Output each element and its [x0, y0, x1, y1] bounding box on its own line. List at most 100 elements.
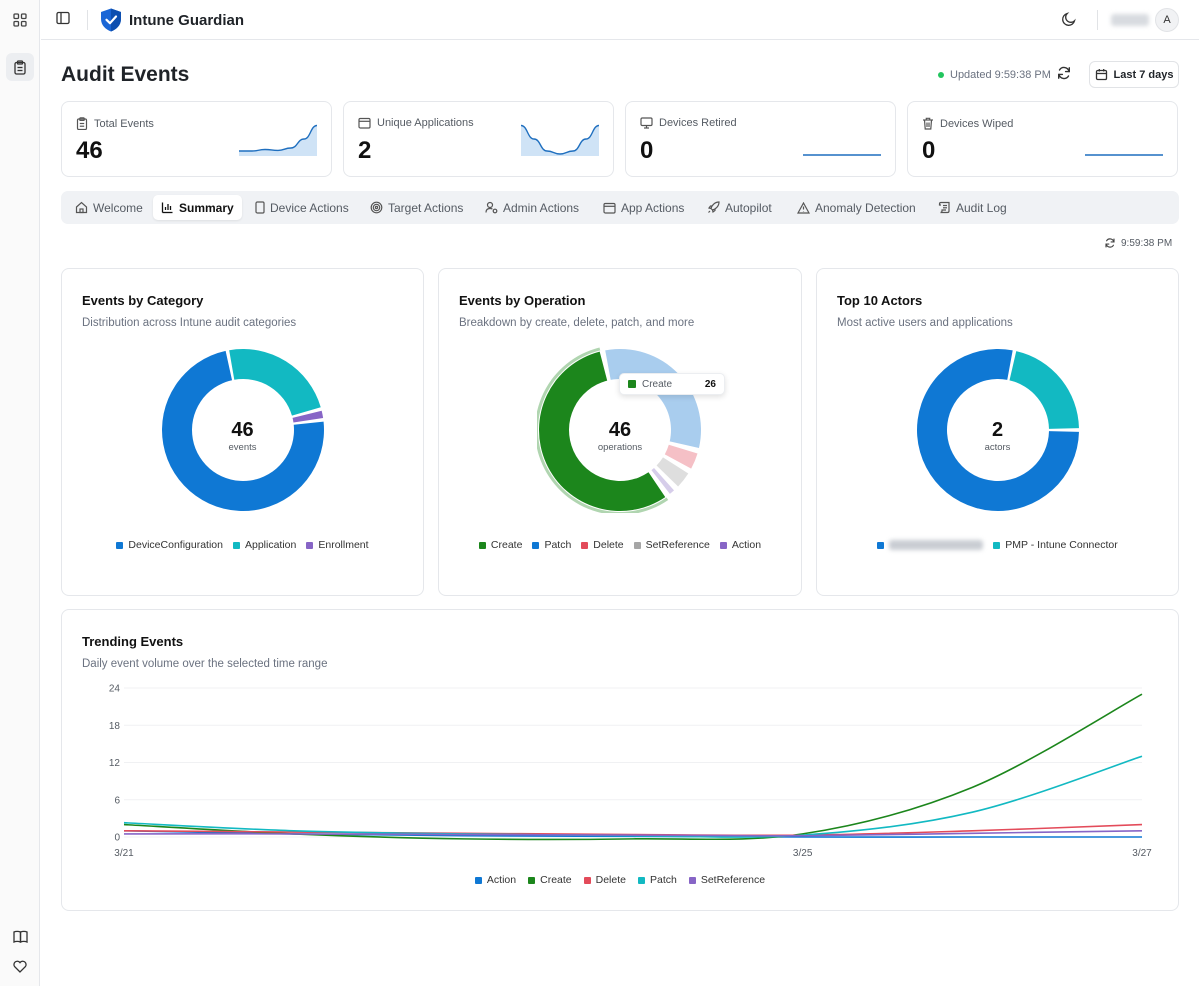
donut-slice-enrollment [292, 410, 324, 423]
tab-label: Welcome [93, 200, 143, 215]
legend-item[interactable]: Patch [532, 539, 571, 551]
donut-unit: operations [597, 442, 643, 453]
page-title: Audit Events [61, 63, 190, 86]
refresh-icon [1105, 238, 1115, 248]
bar-chart-icon [161, 202, 173, 214]
donut-unit: actors [984, 442, 1011, 453]
legend-label: Action [731, 539, 762, 551]
book-icon[interactable] [10, 926, 30, 946]
dark-mode-moon-icon[interactable] [1061, 11, 1079, 29]
warning-icon [797, 201, 810, 214]
date-range-label: Last 7 days [1113, 68, 1174, 81]
operation-legend: Create Patch Delete SetReference Action [439, 539, 801, 551]
scroll-icon [938, 201, 950, 214]
legend-item[interactable]: Application [232, 539, 297, 551]
stat-label: Total Events [94, 117, 154, 130]
donut-slice-action [651, 468, 675, 494]
tab-device-actions[interactable]: Device Actions [247, 195, 357, 220]
legend-item[interactable]: Patch [637, 874, 677, 886]
chart-tooltip: Create 26 [619, 373, 725, 395]
card-top-actors: Top 10 Actors Most active users and appl… [816, 268, 1179, 596]
legend-item[interactable]: Delete [581, 539, 624, 551]
legend-item[interactable]: Enrollment [306, 539, 369, 551]
legend-swatch [478, 541, 486, 549]
series-line-create [123, 693, 1143, 841]
audit-clipboard-icon[interactable] [6, 53, 34, 81]
legend-item[interactable]: Action [719, 539, 762, 551]
top-bar: Intune Guardian A [41, 0, 1199, 40]
tab-admin-actions[interactable]: Admin Actions [477, 195, 587, 220]
legend-label: SetReference [700, 874, 766, 886]
card-title: Events by Operation [459, 293, 586, 308]
tab-app-actions[interactable]: App Actions [595, 195, 692, 220]
tab-audit-log[interactable]: Audit Log [930, 195, 1015, 220]
sparkline-line [520, 124, 600, 155]
legend-item[interactable]: SetReference [633, 539, 710, 551]
tab-welcome[interactable]: Welcome [67, 195, 151, 220]
legend-label: Patch [544, 539, 572, 551]
legend-item[interactable]: Action [474, 874, 516, 886]
donut-center: 2 actors [817, 419, 1178, 453]
donut-slice-pmp-intune-connector [1009, 351, 1079, 429]
sparkline [520, 124, 600, 156]
refresh-button[interactable] [1056, 65, 1074, 83]
legend-item[interactable]: Create [528, 874, 572, 886]
shield-logo-icon [98, 7, 124, 33]
donut-slice-application [229, 349, 321, 416]
tab-summary[interactable]: Summary [153, 195, 242, 220]
legend-item[interactable] [877, 539, 984, 551]
legend-item[interactable]: Delete [583, 874, 626, 886]
legend-item[interactable]: Create [478, 539, 523, 551]
actors-donut [917, 349, 1079, 511]
card-subtitle: Distribution across Intune audit categor… [82, 317, 297, 329]
app-name: Intune Guardian [129, 12, 245, 29]
avatar[interactable]: A [1155, 8, 1179, 32]
tab-label: Target Actions [388, 200, 464, 215]
window-icon [358, 117, 371, 129]
phone-icon [255, 201, 265, 214]
status-dot-icon [938, 72, 944, 78]
x-tick-label: 3/21 [114, 848, 134, 859]
sparkline-area [521, 125, 599, 156]
y-tick-label: 12 [109, 758, 121, 769]
heart-icon[interactable] [10, 956, 30, 976]
donut-slice-actor [917, 349, 1079, 511]
legend-item[interactable]: SetReference [688, 874, 766, 886]
date-range-button[interactable]: Last 7 days [1089, 61, 1179, 88]
apps-grid-icon[interactable] [10, 10, 30, 30]
stat-card-devices-wiped: Devices Wiped 0 [907, 101, 1178, 177]
tab-label: Admin Actions [503, 200, 580, 215]
stat-value: 0 [640, 137, 654, 164]
legend-label: Application [244, 539, 297, 551]
refresh-timestamp[interactable]: 9:59:38 PM [1104, 237, 1172, 249]
y-tick-label: 24 [109, 684, 121, 695]
divider [1097, 10, 1098, 30]
legend-swatch [581, 541, 589, 549]
target-icon [370, 201, 383, 214]
monitor-icon [640, 117, 653, 129]
donut-slice-create [539, 351, 666, 511]
sparkline [238, 124, 318, 156]
legend-swatch [688, 876, 696, 884]
legend-label: PMP - Intune Connector [1005, 539, 1118, 551]
stat-value: 46 [76, 137, 103, 164]
legend-item[interactable]: DeviceConfiguration [116, 539, 223, 551]
legend-label: Enrollment [318, 539, 369, 551]
user-name-redacted [1111, 14, 1149, 26]
tooltip-swatch [628, 380, 636, 388]
tab-autopilot[interactable]: Autopilot [699, 195, 780, 220]
tooltip-value: 26 [704, 378, 716, 390]
tooltip-name: Create [642, 378, 673, 390]
legend-swatch [877, 541, 885, 549]
x-tick-label: 3/25 [793, 848, 813, 859]
stat-label: Unique Applications [377, 117, 474, 129]
legend-swatch [583, 876, 591, 884]
tab-label: Autopilot [725, 200, 772, 215]
updated-text: Updated 9:59:38 PM [950, 69, 1051, 81]
sidebar-toggle-icon[interactable] [55, 10, 75, 30]
tab-target-actions[interactable]: Target Actions [362, 195, 471, 220]
legend-label: Create [490, 539, 523, 551]
tab-anomaly-detection[interactable]: Anomaly Detection [789, 195, 924, 220]
legend-label: SetReference [645, 539, 710, 551]
legend-item[interactable]: PMP - Intune Connector [993, 539, 1118, 551]
